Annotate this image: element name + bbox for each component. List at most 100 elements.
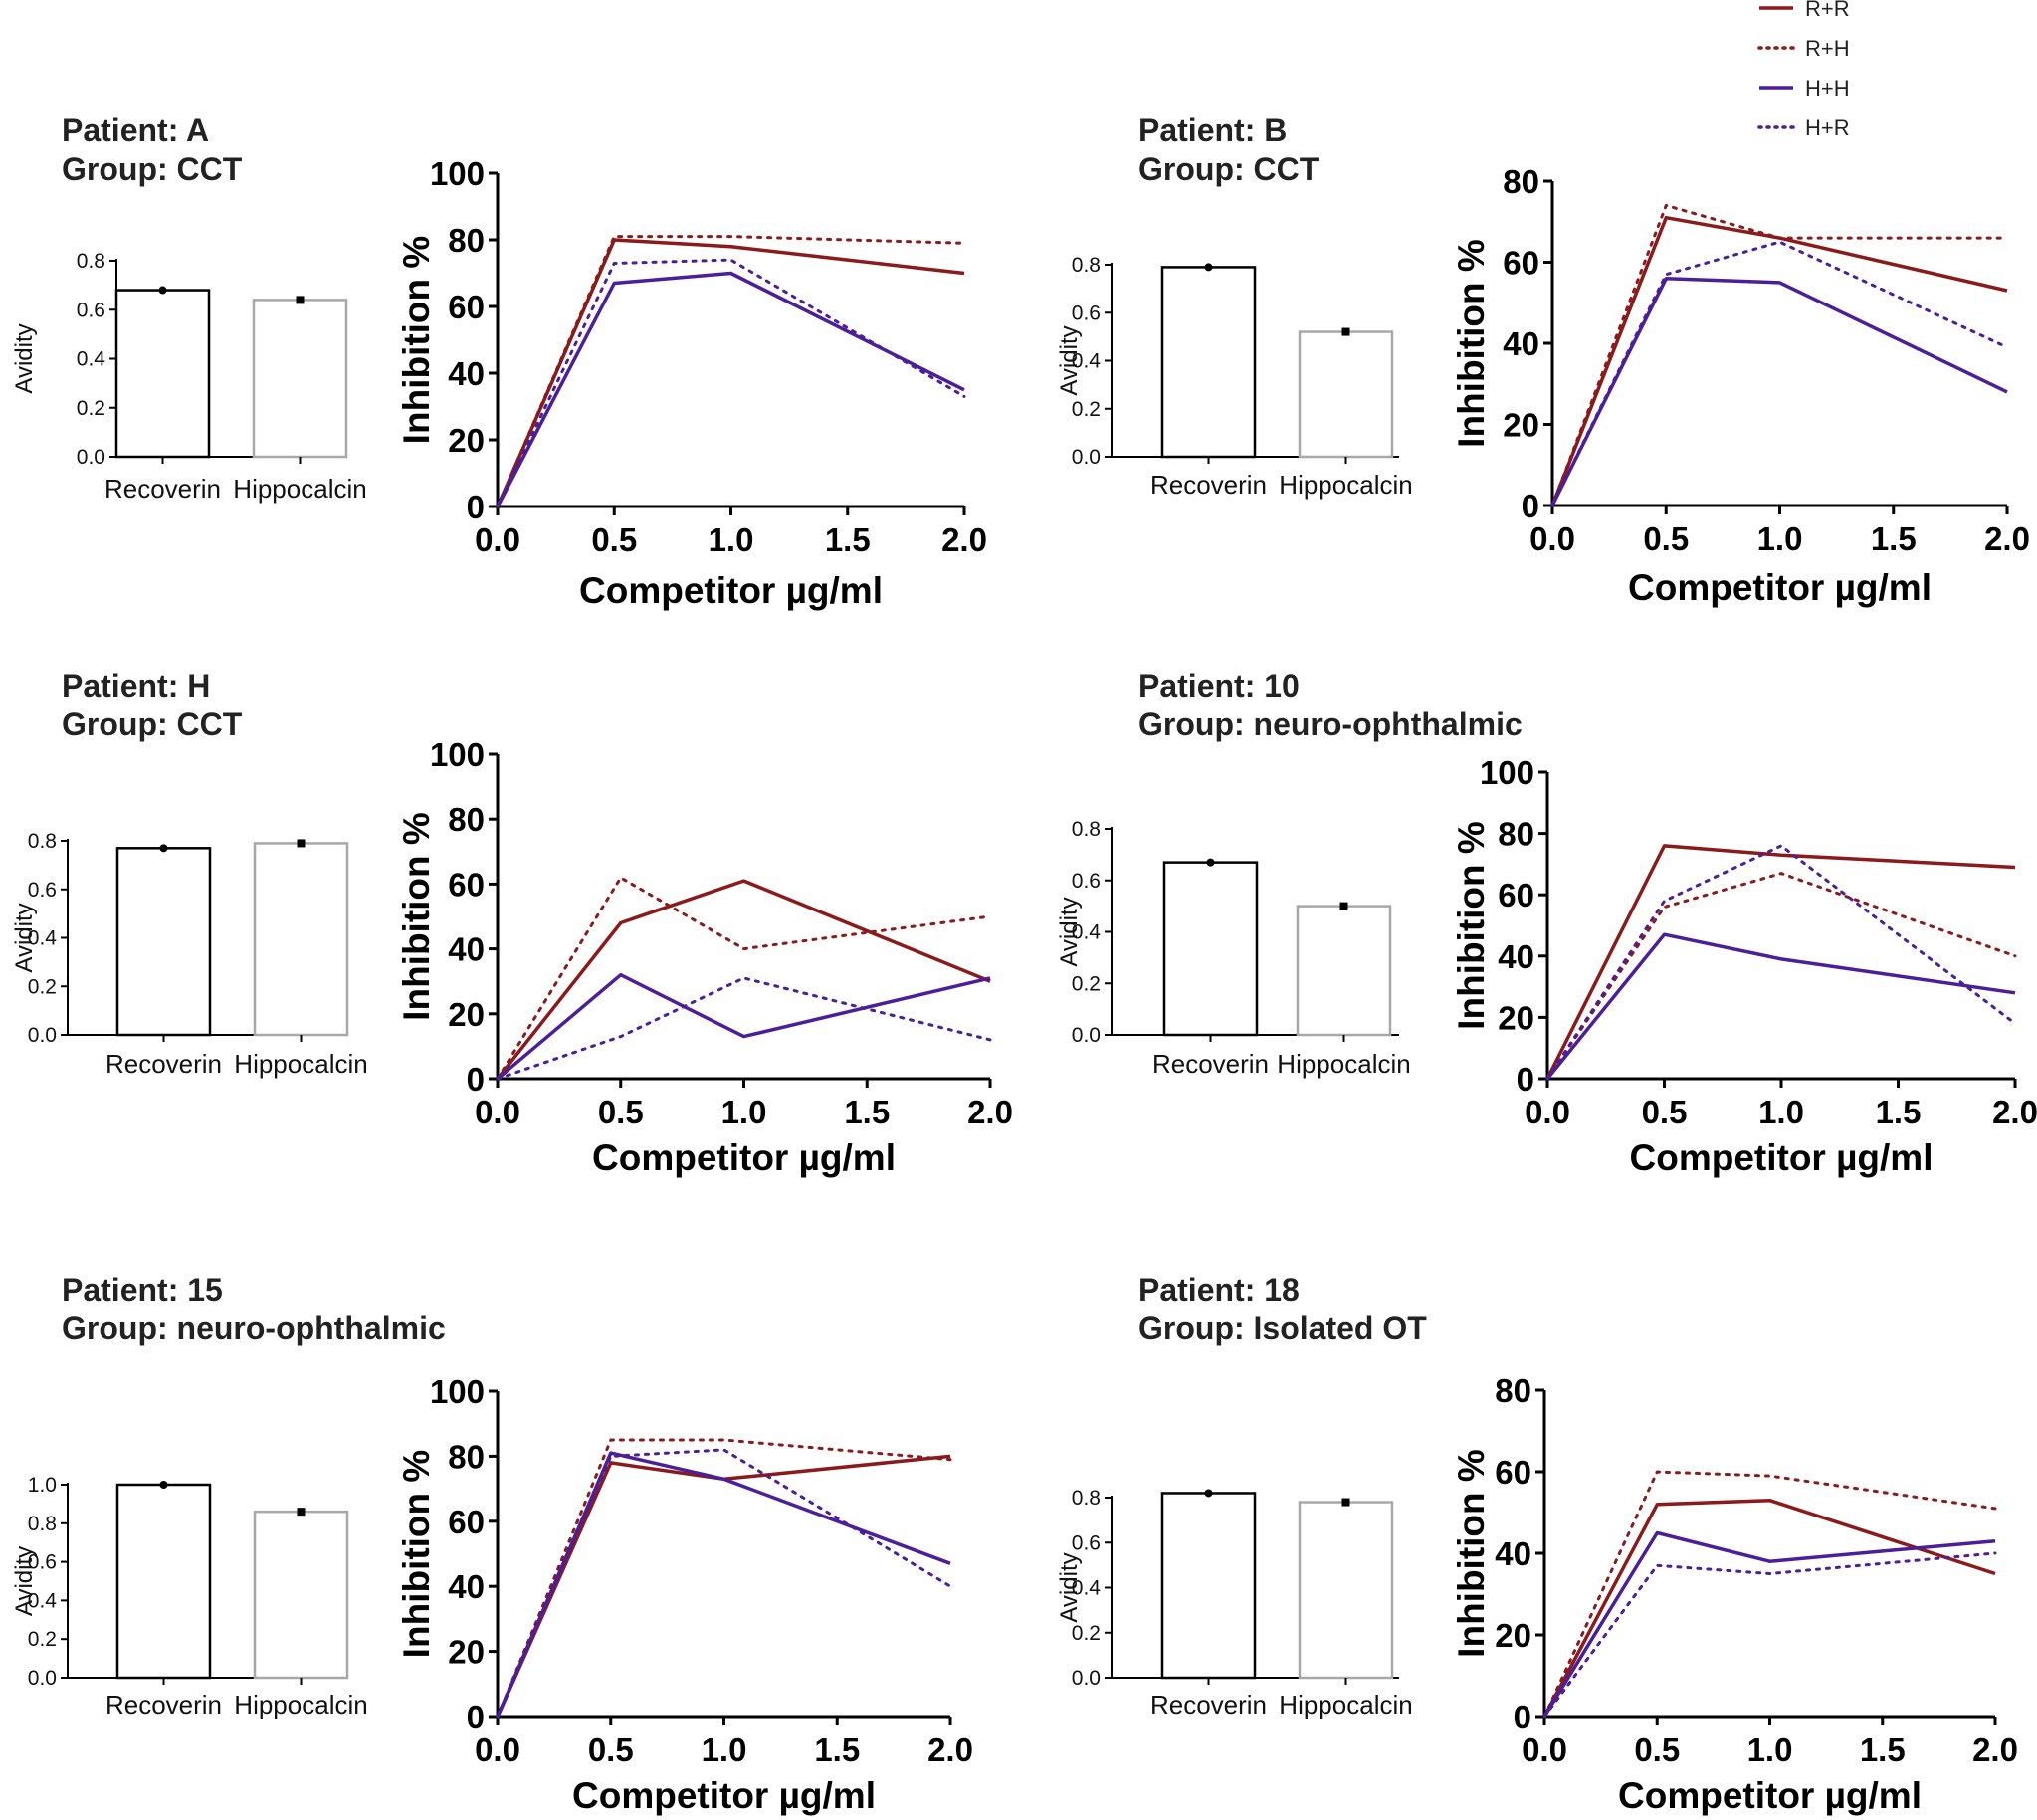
inhibition-x-axis-label: Competitor µg/ml [1618, 1775, 1922, 1816]
inhibition-x-tick-label: 0.5 [1634, 1731, 1680, 1768]
avidity-y-tick-label: 0.2 [28, 1628, 57, 1651]
avidity-y-tick-label: 0.6 [1072, 1531, 1101, 1554]
inhibition-line-chart: 0 20 40 60 80 100 0.0 0.5 1.0 1.5 2.0 Competitor µg… [396, 155, 987, 611]
avidity-bar-chart: 0.0 0.2 0.4 0.6 0.8 Avidity Recoverin Hippocalc… [1056, 818, 1411, 1079]
inhibition-x-tick-label: 1.5 [814, 1731, 860, 1768]
bar-point-hippocalcin [297, 1508, 306, 1517]
avidity-bar-chart: 0.0 0.2 0.4 0.6 0.8 Avidity Recoverin Hippocalc… [1056, 254, 1413, 500]
avidity-y-tick-label: 0.2 [1072, 1622, 1101, 1645]
avidity-y-tick-label: 0.6 [1072, 302, 1101, 324]
panel-group-label: Group: CCT [1138, 151, 1320, 187]
inhibition-y-tick-label: 80 [448, 801, 485, 838]
bar-category-label: Hippocalcin [234, 1690, 367, 1719]
inhibition-y-tick-label: 40 [1503, 325, 1539, 362]
series-line-RplusH [496, 876, 992, 1081]
inhibition-x-tick-label: 2.0 [1984, 520, 2030, 557]
inhibition-y-tick-label: 100 [430, 736, 485, 773]
inhibition-y-tick-label: 40 [448, 355, 485, 392]
inhibition-x-axis-label: Competitor µg/ml [592, 1137, 896, 1178]
inhibition-y-axis-label: Inhibition % [1451, 1449, 1492, 1658]
series-line-RplusH [1550, 203, 2009, 507]
inhibition-y-tick-label: 0 [1522, 488, 1539, 524]
legend-label-HplusH: H+H [1805, 76, 1850, 101]
inhibition-y-tick-label: 60 [1495, 1454, 1531, 1491]
inhibition-y-tick-label: 80 [448, 1438, 485, 1475]
inhibition-x-tick-label: 1.5 [1871, 520, 1917, 557]
avidity-y-tick-label: 0.0 [77, 446, 105, 469]
avidity-y-tick-label: 0.8 [1072, 1487, 1101, 1510]
inhibition-line-chart: 0 20 40 60 80 100 0.0 0.5 1.0 1.5 2.0 Competitor µg… [396, 736, 1013, 1178]
panel-patient-label: Patient: 10 [1138, 668, 1300, 704]
inhibition-y-tick-label: 100 [430, 155, 485, 192]
avidity-y-tick-label: 0.0 [1072, 446, 1101, 469]
series-line-HplusR [496, 1448, 952, 1719]
inhibition-y-tick-label: 40 [1498, 938, 1534, 975]
inhibition-x-tick-label: 0.0 [1522, 1731, 1567, 1768]
bar-point-recoverin [159, 844, 168, 853]
series-line-RplusR [496, 879, 991, 1081]
inhibition-y-tick-label: 0 [467, 489, 485, 525]
inhibition-x-tick-label: 0.0 [475, 1094, 520, 1130]
series-line-HplusH [1550, 277, 2008, 506]
bar-recoverin [115, 1483, 212, 1680]
avidity-bar-chart: 0.0 0.2 0.4 0.6 0.8 1.0 Avidity Recoverin Hippoc… [11, 1474, 368, 1719]
legend-label-HplusR: H+R [1805, 115, 1850, 140]
avidity-y-axis-label: Avidity [1056, 325, 1083, 395]
legend: R+R R+H H+H H+R [1757, 0, 1850, 140]
series-line-HplusR [1550, 240, 2009, 507]
avidity-y-tick-label: 0.2 [1072, 398, 1101, 421]
avidity-y-axis-label: Avidity [11, 323, 38, 393]
avidity-y-tick-label: 0.0 [28, 1024, 57, 1047]
series-line-RplusR [496, 238, 965, 507]
inhibition-y-tick-label: 80 [1498, 816, 1534, 853]
legend-label-RplusH: R+H [1805, 36, 1850, 61]
panel-group-label: Group: neuro-ophthalmic [1138, 707, 1523, 742]
series-line-HplusH [496, 972, 991, 1081]
avidity-bar-chart: 0.0 0.2 0.4 0.6 0.8 Avidity Recoverin Hippocalc… [1056, 1487, 1413, 1719]
inhibition-x-tick-label: 1.5 [1860, 1731, 1906, 1768]
inhibition-y-axis-label: Inhibition % [396, 812, 437, 1021]
inhibition-y-tick-label: 0 [467, 1061, 485, 1098]
inhibition-y-axis-label: Inhibition % [396, 236, 437, 445]
series-line-RplusH [496, 1438, 952, 1719]
inhibition-y-axis-label: Inhibition % [1451, 821, 1492, 1030]
panel-patient-label: Patient: B [1138, 112, 1287, 148]
inhibition-y-tick-label: 60 [1498, 877, 1534, 913]
series-line-RplusR [1542, 1498, 1996, 1718]
inhibition-line-chart: 0 20 40 60 80 100 0.0 0.5 1.0 1.5 2.0 Competitor µg… [1451, 754, 2037, 1178]
inhibition-x-tick-label: 1.0 [1758, 1094, 1804, 1130]
inhibition-x-tick-label: 0.5 [598, 1094, 644, 1130]
bar-point-hippocalcin [1339, 902, 1348, 910]
avidity-y-tick-label: 0.8 [77, 250, 105, 273]
inhibition-x-tick-label: 0.5 [1643, 520, 1689, 557]
bar-category-label: Hippocalcin [1279, 1690, 1412, 1719]
avidity-y-tick-label: 0.4 [77, 348, 106, 371]
series-line-RplusH [1542, 1470, 1997, 1719]
avidity-y-axis-label: Avidity [11, 903, 38, 972]
panel-patient-label: Patient: 15 [62, 1272, 223, 1308]
inhibition-y-tick-label: 20 [448, 1634, 485, 1671]
inhibition-y-tick-label: 60 [448, 866, 485, 903]
inhibition-x-tick-label: 0.5 [591, 521, 637, 558]
inhibition-x-tick-label: 1.5 [825, 521, 871, 558]
avidity-y-tick-label: 0.4 [28, 1589, 58, 1612]
inhibition-x-axis-label: Competitor µg/ml [579, 570, 883, 611]
avidity-y-tick-label: 0.8 [1072, 254, 1101, 277]
avidity-y-tick-label: 0.4 [1072, 921, 1102, 944]
bar-point-recoverin [158, 286, 167, 295]
inhibition-x-tick-label: 0.5 [1642, 1094, 1688, 1130]
bar-category-label: Hippocalcin [234, 1049, 367, 1079]
series-line-HplusH [1545, 932, 2016, 1081]
avidity-y-tick-label: 0.8 [28, 1513, 57, 1535]
bar-hippocalcin [1296, 905, 1392, 1037]
inhibition-line-chart: 0 20 40 60 80 100 0.0 0.5 1.0 1.5 2.0 Competitor µg… [396, 1373, 973, 1816]
bar-category-label: Recoverin [1150, 1690, 1267, 1719]
avidity-y-tick-label: 0.6 [28, 1551, 57, 1574]
inhibition-y-tick-label: 40 [448, 1568, 485, 1605]
inhibition-x-tick-label: 1.5 [844, 1094, 890, 1130]
inhibition-y-tick-label: 60 [448, 1504, 485, 1540]
avidity-y-tick-label: 1.0 [28, 1474, 57, 1497]
inhibition-y-tick-label: 100 [1480, 754, 1534, 791]
